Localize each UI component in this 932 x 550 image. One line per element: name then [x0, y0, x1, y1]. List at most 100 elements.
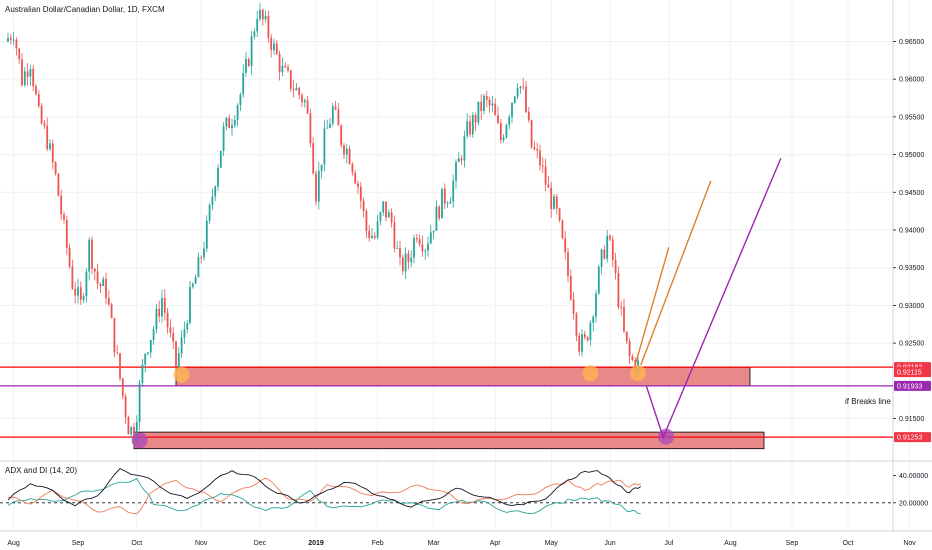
candle-body — [525, 86, 527, 112]
candle-body — [180, 337, 183, 354]
candle-body — [68, 247, 71, 267]
candle-body — [189, 286, 191, 324]
candle-body — [597, 266, 600, 294]
candle-body — [485, 95, 488, 100]
candle-body — [589, 322, 592, 341]
support-zones — [0, 366, 893, 450]
candle-body — [421, 244, 424, 252]
candle-body — [401, 257, 404, 272]
candle-body — [620, 306, 623, 308]
candle-body — [541, 165, 544, 167]
candle-body — [533, 147, 536, 149]
candle-body — [320, 164, 323, 171]
candle-body — [7, 37, 9, 42]
candle-body — [317, 170, 320, 202]
candle-body — [63, 214, 65, 220]
candle-body — [284, 65, 287, 68]
candle-body — [309, 113, 312, 144]
candle-body — [413, 238, 415, 258]
candle-body — [29, 68, 32, 77]
candle-body — [49, 143, 51, 150]
candle-body — [393, 222, 396, 249]
candle-body — [214, 186, 217, 197]
time-tick-label: Sep — [72, 540, 85, 547]
candle-body — [205, 220, 208, 249]
breaks-line-annotation: if Breaks line — [845, 397, 891, 406]
time-tick-label: Jul — [664, 540, 673, 547]
candle-body — [217, 167, 219, 187]
candle-body — [82, 296, 85, 300]
candle-body — [410, 257, 413, 263]
candle-body — [449, 201, 452, 204]
candle-body — [46, 125, 49, 150]
candle-body — [452, 180, 455, 202]
candle-body — [298, 87, 301, 96]
candle-body — [511, 102, 513, 117]
candle-body — [57, 173, 60, 196]
candle-body — [208, 204, 211, 221]
candle-body — [91, 239, 93, 269]
candle-body — [606, 235, 609, 259]
price-tick-label: 0.91500 — [899, 416, 924, 423]
candle-body — [119, 353, 121, 379]
candle-body — [407, 253, 410, 263]
candle-body — [102, 278, 105, 287]
candlestick-series — [7, 3, 639, 447]
candle-body — [23, 71, 26, 86]
candle-body — [427, 243, 429, 251]
candle-body — [121, 378, 124, 397]
candle-body — [359, 186, 362, 201]
candle-body — [379, 212, 382, 222]
candle-body — [595, 293, 597, 317]
highlight-circle — [630, 365, 646, 382]
highlight-markers — [131, 365, 674, 449]
candle-body — [152, 329, 155, 341]
candle-body — [354, 172, 357, 184]
candle-body — [211, 196, 214, 205]
projection-line — [640, 180, 712, 366]
candle-body — [155, 308, 158, 330]
candle-body — [583, 334, 586, 338]
candle-body — [177, 353, 180, 368]
candle-body — [161, 297, 163, 317]
candle-body — [105, 278, 107, 299]
candle-body — [186, 323, 189, 330]
candle-body — [51, 143, 54, 163]
projection-line — [645, 158, 782, 440]
candle-body — [502, 137, 505, 141]
chart-title: Australian Dollar/Canadian Dollar, 1D, F… — [5, 5, 165, 14]
candle-body — [443, 188, 446, 204]
candle-body — [228, 117, 231, 129]
candle-body — [460, 158, 463, 161]
highlight-circle — [131, 432, 148, 449]
price-tick-label: 0.96000 — [899, 77, 924, 84]
candle-body — [197, 257, 200, 278]
candle-body — [466, 121, 469, 137]
candle-body — [329, 123, 331, 128]
candle-body — [536, 148, 539, 151]
candle-body — [275, 43, 278, 55]
candle-body — [603, 249, 606, 259]
candle-body — [225, 117, 228, 127]
candle-body — [141, 364, 144, 383]
candle-body — [219, 150, 222, 168]
candle-body — [474, 115, 477, 123]
candle-body — [37, 94, 40, 106]
candle-body — [85, 271, 88, 297]
candle-body — [480, 101, 483, 112]
candle-body — [365, 211, 368, 231]
candle-body — [404, 253, 407, 272]
candle-body — [399, 248, 401, 258]
candle-body — [581, 334, 583, 352]
candle-body — [323, 128, 326, 165]
candle-body — [625, 331, 628, 342]
candle-body — [222, 126, 225, 151]
projection-line — [634, 247, 670, 366]
price-tick-label: 0.95000 — [899, 152, 924, 159]
candle-body — [233, 120, 236, 126]
candle-body — [575, 313, 578, 336]
time-tick-label: Sep — [786, 540, 799, 547]
candle-body — [18, 48, 21, 60]
candle-body — [147, 352, 149, 354]
